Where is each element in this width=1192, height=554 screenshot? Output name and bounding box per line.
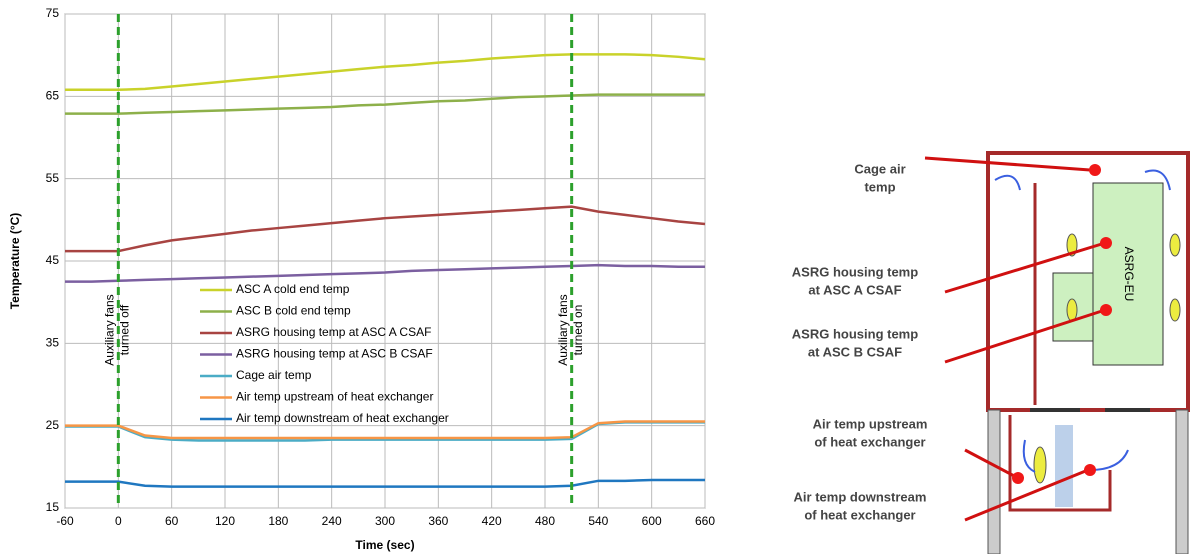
flow-arrow xyxy=(1144,169,1171,191)
asrg-box xyxy=(1092,182,1164,366)
sensor xyxy=(1084,464,1096,476)
y-tick-label: 65 xyxy=(46,89,60,103)
annotation: Auxiliary fans xyxy=(103,294,117,365)
y-tick-label: 25 xyxy=(46,418,60,432)
diagram-label: at ASC B CSAF xyxy=(808,344,902,359)
pointer xyxy=(964,448,1019,480)
diagram-label: ASRG housing temp xyxy=(792,264,918,279)
y-axis-label: Temperature (°C) xyxy=(8,213,22,310)
unit-label: ASRG-EU xyxy=(1122,247,1136,302)
diagram: ASRG-EU xyxy=(924,151,1190,554)
duct-right xyxy=(1175,409,1189,554)
x-tick-label: 300 xyxy=(375,514,395,528)
x-tick-label: 0 xyxy=(115,514,122,528)
legend-label: Air temp downstream of heat exchanger xyxy=(236,411,449,425)
diagram-label: ASRG housing temp xyxy=(792,326,918,341)
pointer xyxy=(944,241,1106,294)
series-line xyxy=(65,478,705,488)
legend-label: Cage air temp xyxy=(236,368,312,382)
fan xyxy=(1066,298,1078,322)
series-line xyxy=(65,420,705,440)
x-tick-label: 180 xyxy=(268,514,288,528)
x-tick-label: 120 xyxy=(215,514,235,528)
x-tick-label: 480 xyxy=(535,514,555,528)
legend-label: ASC B cold end temp xyxy=(236,304,351,318)
legend-label: ASC A cold end temp xyxy=(236,282,350,296)
pointer xyxy=(964,468,1089,522)
fan xyxy=(1169,298,1181,322)
series-line xyxy=(65,53,706,91)
fan xyxy=(1033,446,1047,484)
x-tick-label: 540 xyxy=(588,514,608,528)
annotation: turned on xyxy=(571,305,585,356)
x-tick-label: 660 xyxy=(695,514,715,528)
annotation: turned off xyxy=(118,304,132,355)
diagram-label: at ASC A CSAF xyxy=(808,282,901,297)
x-tick-label: 600 xyxy=(642,514,662,528)
diagram-label: temp xyxy=(864,179,895,194)
x-tick-label: 240 xyxy=(322,514,342,528)
pointer xyxy=(944,308,1106,364)
x-tick-label: 420 xyxy=(482,514,502,528)
diagram-label: Air temp downstream xyxy=(794,489,927,504)
x-axis-label: Time (sec) xyxy=(355,538,414,552)
sensor xyxy=(1012,472,1024,484)
diagram-label: Air temp upstream xyxy=(813,416,928,431)
sensor xyxy=(1100,304,1112,316)
sensor xyxy=(1089,164,1101,176)
series-line xyxy=(65,93,705,115)
y-tick-label: 55 xyxy=(46,171,60,185)
fan xyxy=(1169,233,1181,257)
fan xyxy=(1066,233,1078,257)
flow-arrow xyxy=(994,174,1021,191)
diagram-label: of heat exchanger xyxy=(814,434,925,449)
legend-label: Air temp upstream of heat exchanger xyxy=(236,390,433,404)
pointer xyxy=(924,156,1091,172)
series-line xyxy=(65,205,706,253)
x-tick-label: 360 xyxy=(428,514,448,528)
heat-exchanger xyxy=(1055,425,1073,507)
diagram-label: of heat exchanger xyxy=(804,507,915,522)
diagram-label: Cage air xyxy=(854,161,905,176)
sensor xyxy=(1100,237,1112,249)
y-tick-label: 45 xyxy=(46,253,60,267)
flow-arrow xyxy=(1022,439,1036,473)
legend-label: ASRG housing temp at ASC A CSAF xyxy=(236,325,431,339)
legend-label: ASRG housing temp at ASC B CSAF xyxy=(236,347,433,361)
y-tick-label: 35 xyxy=(46,336,60,350)
duct-wall xyxy=(1008,415,1112,512)
y-tick-label: 75 xyxy=(46,6,60,20)
annotation: Auxiliary fans xyxy=(556,294,570,365)
x-tick-label: -60 xyxy=(56,514,74,528)
y-tick-label: 15 xyxy=(46,500,60,514)
cage-box xyxy=(986,151,1190,412)
duct-left xyxy=(987,409,1001,554)
flow-arrow xyxy=(1089,449,1129,471)
x-tick-label: 60 xyxy=(165,514,179,528)
series-line xyxy=(65,263,705,283)
